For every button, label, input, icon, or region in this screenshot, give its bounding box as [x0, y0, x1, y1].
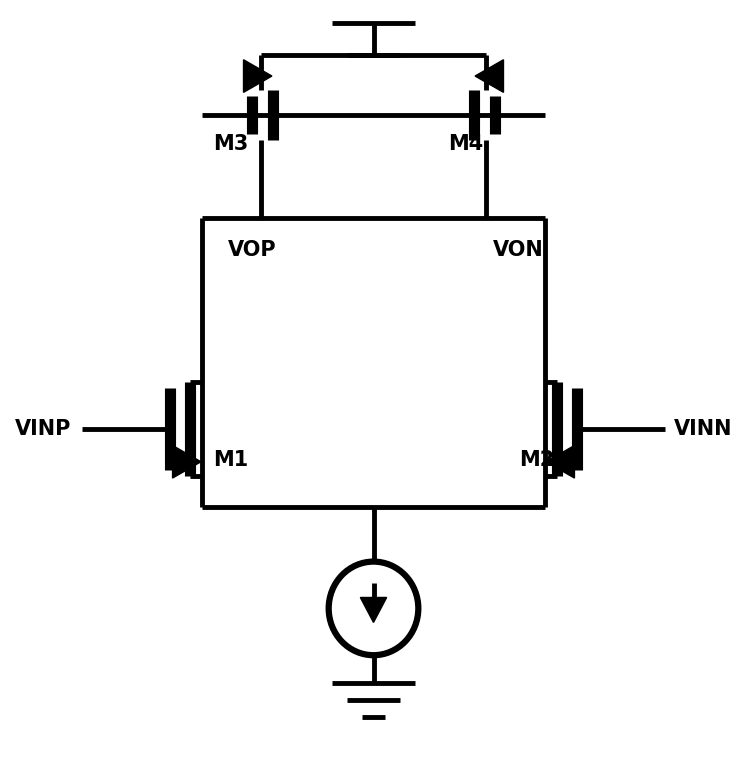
Text: VON: VON: [493, 239, 544, 260]
Text: VINP: VINP: [15, 419, 71, 439]
Text: M4: M4: [448, 134, 483, 154]
Text: VINN: VINN: [674, 419, 732, 439]
Text: VOP: VOP: [228, 239, 276, 260]
Text: M3: M3: [213, 134, 248, 154]
Polygon shape: [475, 60, 503, 92]
Text: M1: M1: [213, 450, 248, 470]
Polygon shape: [244, 60, 272, 92]
Polygon shape: [360, 597, 387, 622]
Text: M2: M2: [519, 450, 554, 470]
Polygon shape: [546, 445, 574, 478]
Polygon shape: [173, 445, 201, 478]
